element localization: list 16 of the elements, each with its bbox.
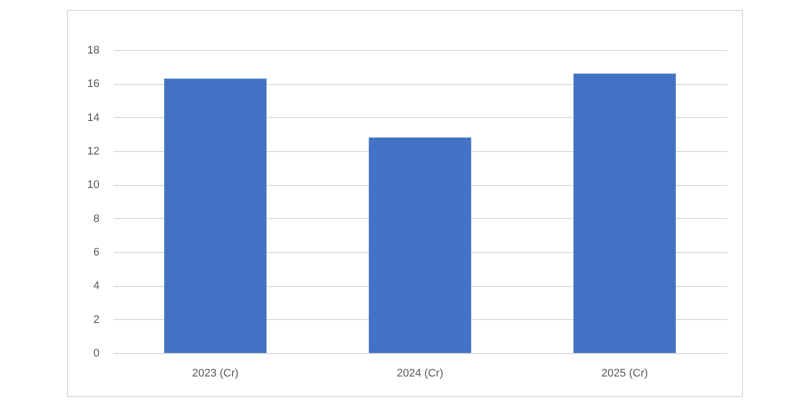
y-tick-label: 4 — [93, 280, 100, 292]
y-tick-label: 6 — [93, 246, 100, 258]
y-tick-label: 10 — [87, 179, 100, 192]
y-tick-label: 16 — [87, 78, 100, 90]
y-tick-label: 2 — [93, 314, 100, 326]
x-tick-label: 2025 (Cr) — [601, 368, 648, 380]
y-tick-label: 14 — [87, 112, 100, 124]
bar — [574, 74, 676, 353]
y-tick-label: 8 — [93, 212, 100, 225]
y-tick-label: 18 — [87, 44, 100, 56]
bar — [164, 78, 266, 353]
y-tick-label: 0 — [93, 348, 100, 360]
bar — [368, 138, 472, 353]
x-tick-label: 2024 (Cr) — [396, 368, 444, 380]
y-tick-label: 12 — [87, 146, 100, 158]
x-tick-label: 2023 (Cr) — [192, 368, 239, 380]
